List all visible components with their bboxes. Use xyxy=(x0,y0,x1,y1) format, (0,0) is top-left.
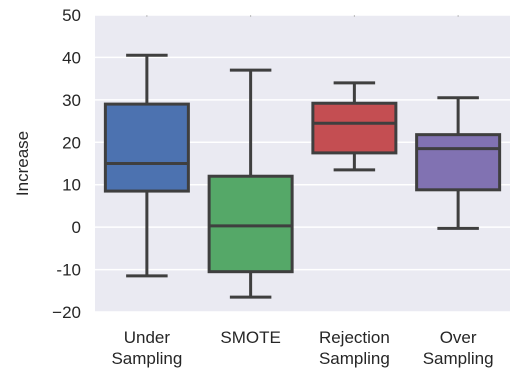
box-group xyxy=(103,53,190,278)
y-tick-label: 30 xyxy=(62,91,81,110)
box-body xyxy=(415,133,502,192)
x-tick-label: Sampling xyxy=(111,349,182,368)
box-body xyxy=(103,102,190,193)
x-tick-label: Sampling xyxy=(319,349,390,368)
y-tick-label: −20 xyxy=(52,303,81,322)
x-tick-label: Sampling xyxy=(423,349,494,368)
x-tick-label: Rejection xyxy=(319,328,390,347)
x-tick-label: Over xyxy=(440,328,477,347)
y-tick-label: 0 xyxy=(72,218,81,237)
box-body xyxy=(311,101,398,155)
x-tick-label: Under xyxy=(124,328,171,347)
box-body xyxy=(207,174,294,274)
box-group xyxy=(311,81,398,172)
box-group xyxy=(207,68,294,299)
box-group xyxy=(415,96,502,230)
x-tick-label: SMOTE xyxy=(220,328,280,347)
x-tick-labels: Under Sampling SMOTE Rejection Sampling Over S… xyxy=(111,328,493,368)
y-axis-label: Increase xyxy=(13,131,32,196)
y-tick-label: 20 xyxy=(62,133,81,152)
y-tick-label: 40 xyxy=(62,48,81,67)
y-tick-labels: −20 -10 0 10 20 30 40 50 xyxy=(52,6,81,322)
boxes xyxy=(103,53,502,299)
y-tick-label: 10 xyxy=(62,176,81,195)
y-tick-label: 50 xyxy=(62,6,81,25)
y-tick-label: -10 xyxy=(56,261,81,280)
